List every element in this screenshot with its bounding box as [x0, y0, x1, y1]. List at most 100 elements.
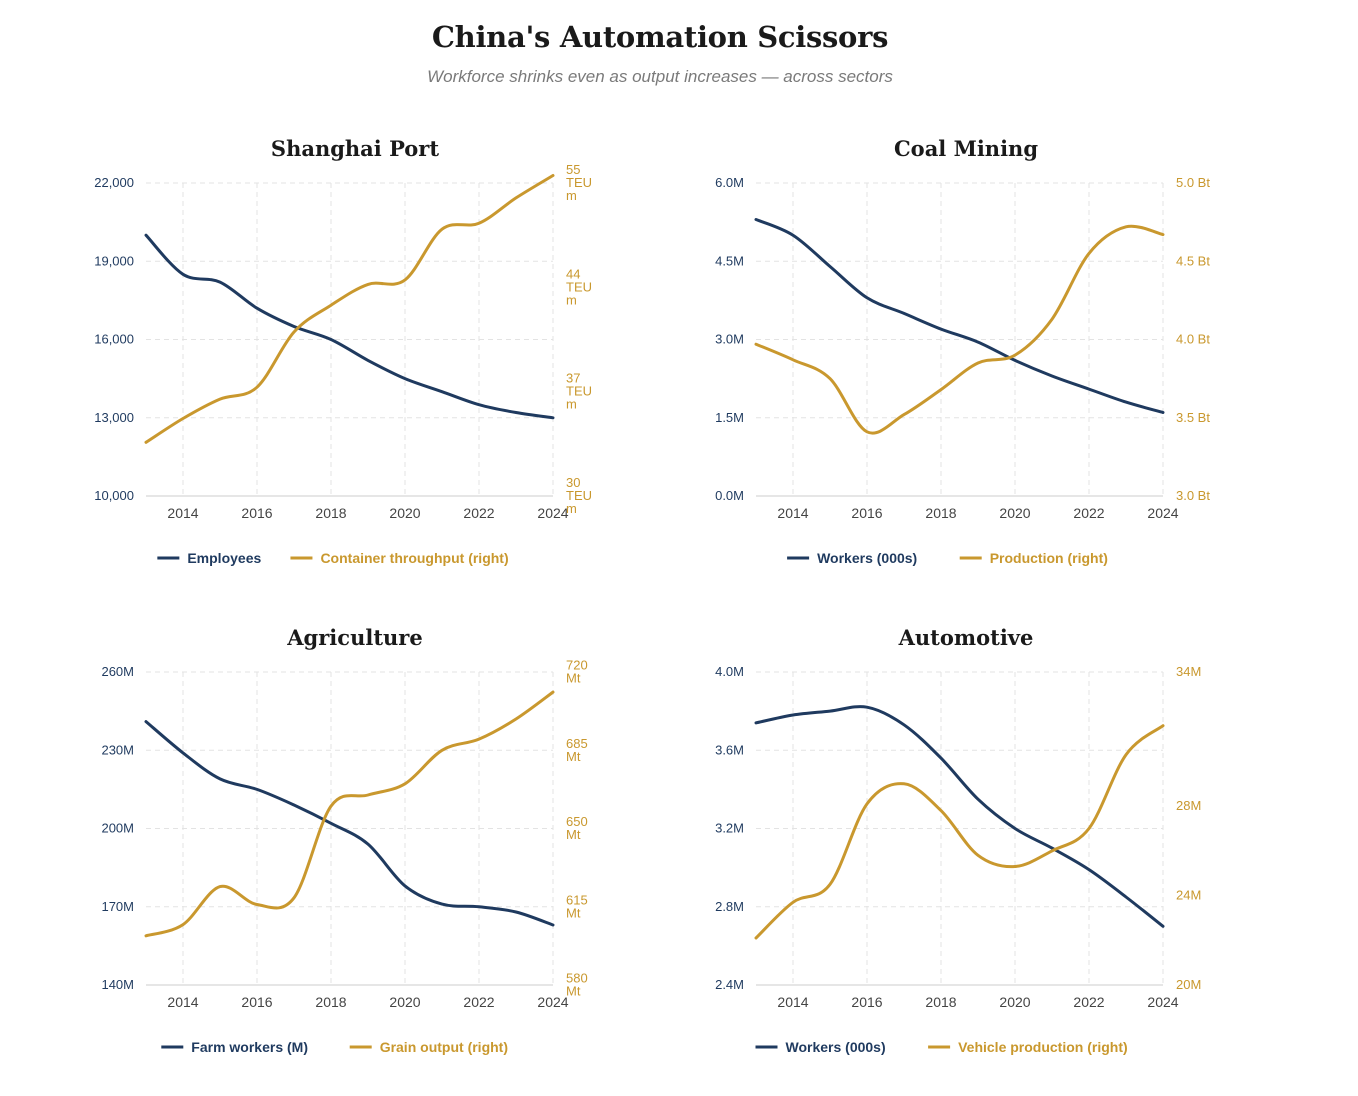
y-left-tick-label: 22,000	[94, 175, 134, 190]
y-right-tick-line: Mt	[566, 671, 581, 686]
x-tick-label: 2022	[463, 994, 494, 1010]
legend-label: Farm workers (M)	[191, 1039, 308, 1055]
y-right-tick-label: 3.0 Bt	[1176, 488, 1210, 503]
y-left-tick-label: 10,000	[94, 488, 134, 503]
x-tick-label: 2014	[777, 505, 808, 521]
y-left-tick-label: 140M	[101, 977, 134, 992]
x-tick-label: 2022	[1073, 505, 1104, 521]
y-right-tick-label: 44 TEU m	[566, 266, 592, 307]
y-left-tick-label: 3.0M	[715, 332, 744, 347]
legend-label: Employees	[187, 550, 261, 566]
workforce-line	[144, 720, 555, 927]
legend-label: Workers (000s)	[786, 1039, 886, 1055]
y-right-tick-label: 20M	[1176, 977, 1201, 992]
y-right-tick-line: m	[566, 397, 577, 412]
page-subtitle: Workforce shrinks even as output increas…	[427, 67, 893, 86]
chart-panel-2: Coal Mining 0.0M 1.5M 3.0M 4.5M 6.0M 2014 2016 2…	[715, 136, 1210, 566]
y-left-tick-label: 2.8M	[715, 899, 744, 914]
y-right-tick-line: m	[566, 501, 577, 516]
y-right-tick-line: TEU	[566, 488, 592, 503]
legend-label: Container throughput (right)	[320, 550, 508, 566]
legend-label: Grain output (right)	[380, 1039, 508, 1055]
x-tick-label: 2018	[315, 505, 346, 521]
y-right-tick-line: m	[566, 292, 577, 307]
x-tick-label: 2016	[851, 994, 882, 1010]
y-left-tick-label: 13,000	[94, 410, 134, 425]
x-tick-label: 2024	[1147, 505, 1178, 521]
y-left-tick-label: 170M	[101, 899, 134, 914]
y-left-tick-label: 16,000	[94, 332, 134, 347]
y-right-tick-line: Mt	[566, 984, 581, 999]
y-right-tick-line: 24M	[1176, 888, 1201, 903]
x-tick-label: 2020	[389, 505, 420, 521]
x-tick-label: 2020	[999, 994, 1030, 1010]
y-right-tick-label: 4.0 Bt	[1176, 332, 1210, 347]
x-tick-label: 2018	[925, 505, 956, 521]
y-left-tick-label: 3.2M	[715, 821, 744, 836]
y-right-tick-label: 34M	[1176, 664, 1201, 679]
y-left-tick-label: 1.5M	[715, 410, 744, 425]
y-left-tick-label: 260M	[101, 664, 134, 679]
y-right-tick-line: 720	[566, 658, 588, 673]
y-left-tick-label: 4.5M	[715, 253, 744, 268]
y-right-tick-label: 4.5 Bt	[1176, 253, 1210, 268]
y-right-tick-line: 5.0 Bt	[1176, 175, 1210, 190]
x-tick-label: 2020	[999, 505, 1030, 521]
y-right-tick-line: 650	[566, 814, 588, 829]
x-tick-label: 2016	[851, 505, 882, 521]
y-right-tick-label: 615 Mt	[566, 892, 588, 920]
workforce-line	[754, 705, 1165, 928]
x-tick-label: 2014	[777, 994, 808, 1010]
legend-label: Production (right)	[990, 550, 1108, 566]
legend-label: Vehicle production (right)	[958, 1039, 1128, 1055]
page-title: China's Automation Scissors	[431, 20, 889, 54]
y-left-tick-label: 2.4M	[715, 977, 744, 992]
x-tick-label: 2018	[315, 994, 346, 1010]
output-line	[144, 174, 555, 444]
y-right-tick-line: 30	[566, 475, 580, 490]
x-tick-label: 2016	[241, 994, 272, 1010]
panel-title: Automotive	[898, 625, 1034, 650]
y-right-tick-label: 650 Mt	[566, 814, 588, 842]
y-right-tick-line: 3.0 Bt	[1176, 488, 1210, 503]
y-right-tick-line: 55	[566, 162, 580, 177]
legend-label: Workers (000s)	[817, 550, 917, 566]
y-right-tick-label: 55 TEU m	[566, 162, 592, 203]
chart-panel-4: Automotive 2.4M 2.8M 3.2M 3.6M 4.0M 2014 2016 20…	[715, 625, 1201, 1055]
x-tick-label: 2020	[389, 994, 420, 1010]
y-right-tick-line: Mt	[566, 749, 581, 764]
y-left-tick-label: 0.0M	[715, 488, 744, 503]
y-right-tick-label: 580 Mt	[566, 971, 588, 999]
legend: Workers (000s) Production (right)	[787, 550, 1108, 566]
x-tick-label: 2022	[463, 505, 494, 521]
x-tick-label: 2014	[167, 994, 198, 1010]
y-right-tick-line: m	[566, 188, 577, 203]
x-tick-label: 2018	[925, 994, 956, 1010]
y-right-tick-line: TEU	[566, 175, 592, 190]
x-tick-label: 2024	[1147, 994, 1178, 1010]
y-right-tick-label: 5.0 Bt	[1176, 175, 1210, 190]
x-tick-label: 2024	[537, 994, 568, 1010]
output-line	[754, 224, 1165, 435]
y-right-tick-line: 3.5 Bt	[1176, 410, 1210, 425]
y-right-tick-label: 37 TEU m	[566, 371, 592, 412]
y-right-tick-label: 24M	[1176, 888, 1201, 903]
y-left-tick-label: 6.0M	[715, 175, 744, 190]
workforce-line	[754, 218, 1165, 414]
panel-title: Shanghai Port	[271, 136, 439, 161]
y-right-tick-line: Mt	[566, 905, 581, 920]
legend: Employees Container throughput (right)	[157, 550, 509, 566]
y-right-tick-line: 615	[566, 892, 588, 907]
y-left-tick-label: 4.0M	[715, 664, 744, 679]
panel-title: Agriculture	[286, 625, 422, 650]
output-line	[754, 724, 1165, 940]
workforce-line	[144, 233, 555, 420]
y-right-tick-line: 4.0 Bt	[1176, 332, 1210, 347]
panel-title: Coal Mining	[894, 136, 1038, 161]
y-right-tick-label: 30 TEU m	[566, 475, 592, 516]
y-right-tick-line: 4.5 Bt	[1176, 253, 1210, 268]
y-right-tick-line: 580	[566, 971, 588, 986]
y-right-tick-line: TEU	[566, 384, 592, 399]
y-right-tick-label: 3.5 Bt	[1176, 410, 1210, 425]
